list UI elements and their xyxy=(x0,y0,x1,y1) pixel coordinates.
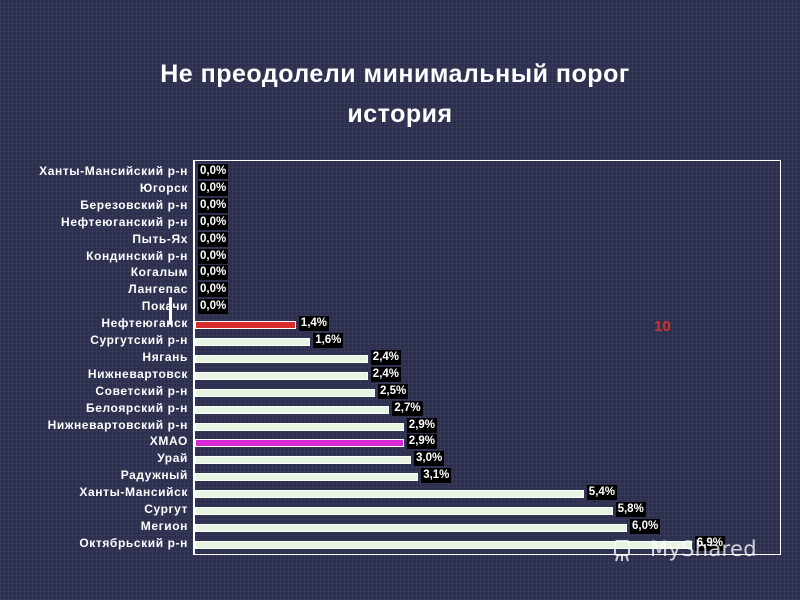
bracket-mark xyxy=(169,297,172,325)
bar-9 xyxy=(195,321,296,330)
chart-bottom-border xyxy=(193,554,781,555)
category-label: Березовский р-н xyxy=(80,197,188,212)
value-label: 1,6% xyxy=(313,333,344,348)
bar-12 xyxy=(195,371,368,380)
category-label: Пыть-Ях xyxy=(132,231,188,246)
value-label: 0,0% xyxy=(198,214,229,230)
bar-14 xyxy=(195,405,390,414)
category-label: ХМАО xyxy=(149,434,188,449)
value-label: 3,0% xyxy=(414,451,445,467)
annotation-number: 10 xyxy=(654,318,671,335)
value-label: 2,5% xyxy=(378,383,409,399)
category-label: Радужный xyxy=(120,468,188,483)
value-label: 2,9% xyxy=(406,417,438,433)
value-label: 0,0% xyxy=(198,282,229,298)
category-label: Покачи xyxy=(141,299,188,314)
value-label: 6,9% xyxy=(694,535,726,551)
value-label: 3,1% xyxy=(421,468,452,484)
category-label: Нижневартовский р-н xyxy=(47,417,188,432)
value-label: 2,4% xyxy=(370,349,402,365)
bar-22 xyxy=(195,540,692,549)
chart-category-axis xyxy=(193,160,195,555)
watermark-icon xyxy=(614,540,630,562)
category-label: Белоярский р-н xyxy=(85,400,188,415)
bar-13 xyxy=(195,388,375,397)
category-label: Урай xyxy=(157,451,188,466)
bar-21 xyxy=(195,523,627,532)
bar-17 xyxy=(195,456,411,465)
value-label: 0,0% xyxy=(198,180,229,196)
category-label: Ханты-Мансийск xyxy=(79,485,188,500)
value-label: 2,7% xyxy=(392,400,423,416)
value-label: 5,8% xyxy=(615,502,646,517)
watermark-text: MyShared xyxy=(650,537,757,561)
category-label: Нефтеюганский р-н xyxy=(61,214,188,229)
value-label: 5,4% xyxy=(586,485,618,501)
category-label: Советский р-н xyxy=(95,383,188,398)
value-label: 0,0% xyxy=(198,197,229,213)
value-label: 0,0% xyxy=(198,231,229,247)
category-label: Югорск xyxy=(139,180,188,195)
bar-16 xyxy=(195,439,404,448)
category-label: Мегион xyxy=(140,518,188,533)
value-label: 0,0% xyxy=(198,164,229,179)
bar-10 xyxy=(195,338,311,346)
value-label: 1,4% xyxy=(298,316,330,332)
category-label: Ханты-Мансийский р-н xyxy=(39,164,188,178)
bar-11 xyxy=(195,354,368,363)
bar-18 xyxy=(195,473,419,482)
category-label: Кондинский р-н xyxy=(86,248,188,263)
category-label: Нижневартовск xyxy=(87,366,188,381)
slide-title-line2: история xyxy=(347,100,453,128)
category-label: Сургут xyxy=(144,502,188,516)
category-label: Сургутский р-н xyxy=(90,333,188,347)
bar-15 xyxy=(195,422,404,431)
value-label: 0,0% xyxy=(198,265,229,281)
value-label: 6,0% xyxy=(630,518,661,534)
bar-20 xyxy=(195,507,613,515)
category-label: Лангепас xyxy=(128,282,188,297)
value-label: 2,9% xyxy=(406,434,438,450)
category-label: Октябрьский р-н xyxy=(79,535,188,550)
value-label: 0,0% xyxy=(198,299,229,315)
bar-19 xyxy=(195,490,584,499)
chart-plot-area xyxy=(193,160,781,555)
slide-title-line1: Не преодолели минимальный порог xyxy=(160,60,630,88)
value-label: 2,4% xyxy=(370,366,402,382)
category-label: Нягань xyxy=(142,349,188,364)
value-label: 0,0% xyxy=(198,248,229,264)
category-label: Когалым xyxy=(130,265,188,280)
category-label: Нефтеюганск xyxy=(101,316,188,331)
